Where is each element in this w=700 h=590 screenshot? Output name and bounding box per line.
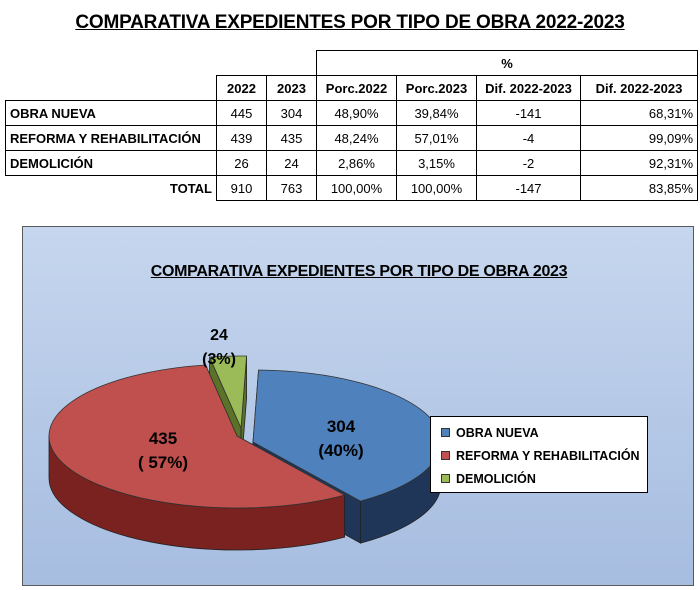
cell-porc-2023: 57,01% [396, 125, 477, 151]
legend-swatch [441, 451, 450, 460]
cell-2022: 439 [216, 125, 267, 151]
table-row: OBRA NUEVA 445 304 48,90% 39,84% -141 68… [5, 100, 698, 126]
cell-porc-2022: 48,24% [316, 125, 397, 151]
slice-percent-label: ( 57%) [138, 453, 188, 472]
cell-2023: 304 [266, 100, 317, 126]
slice-percent-label: (3%) [202, 351, 236, 368]
cell-2023: 24 [266, 150, 317, 176]
legend-item: OBRA NUEVA [441, 421, 647, 444]
legend-item: DEMOLICIÓN [441, 467, 647, 490]
legend-item: REFORMA Y REHABILITACIÓN [441, 444, 647, 467]
col-header-dif-pct: Dif. 2022-2023 [580, 75, 698, 101]
pie-slice [48, 364, 346, 509]
pie-slice [208, 355, 248, 429]
table-header-row: 2022 2023 Porc.2022 Porc.2023 Dif. 2022-… [5, 75, 698, 101]
total-porc-2023: 100,00% [396, 175, 477, 201]
row-label: OBRA NUEVA [5, 100, 217, 126]
total-2023: 763 [266, 175, 317, 201]
page-title: COMPARATIVA EXPEDIENTES POR TIPO DE OBRA… [75, 12, 625, 33]
cell-2022: 26 [216, 150, 267, 176]
cell-dif: -2 [476, 150, 581, 176]
total-dif-pct: 83,85% [580, 175, 698, 201]
table-row: DEMOLICIÓN 26 24 2,86% 3,15% -2 92,31% [5, 150, 698, 176]
pie-chart-plot: 304 (40%) 435 ( 57%) 24 (3%) [48, 327, 442, 551]
cell-porc-2022: 48,90% [316, 100, 397, 126]
cell-porc-2022: 2,86% [316, 150, 397, 176]
table-total-row: TOTAL 910 763 100,00% 100,00% -147 83,85… [5, 175, 698, 201]
row-label: DEMOLICIÓN [5, 150, 217, 176]
col-header-porc-2023: Porc.2023 [396, 75, 477, 101]
cell-dif: -141 [476, 100, 581, 126]
legend-label: DEMOLICIÓN [456, 471, 536, 486]
row-label: REFORMA Y REHABILITACIÓN [5, 125, 217, 151]
legend-label: OBRA NUEVA [456, 425, 539, 440]
percent-group-header: % [316, 50, 698, 76]
total-2022: 910 [216, 175, 267, 201]
cell-porc-2023: 39,84% [396, 100, 477, 126]
pie-chart: COMPARATIVA EXPEDIENTES POR TIPO DE OBRA… [22, 226, 694, 586]
col-header-2022: 2022 [216, 75, 267, 101]
cell-dif-pct: 68,31% [580, 100, 698, 126]
slice-value-label: 435 [149, 429, 177, 448]
col-header-2023: 2023 [266, 75, 317, 101]
slice-value-label: 304 [327, 417, 356, 436]
legend-label: REFORMA Y REHABILITACIÓN [456, 448, 640, 463]
total-dif: -147 [476, 175, 581, 201]
table-row: REFORMA Y REHABILITACIÓN 439 435 48,24% … [5, 125, 698, 151]
table-group-header-row: % [6, 50, 698, 76]
cell-2023: 435 [266, 125, 317, 151]
col-header-dif: Dif. 2022-2023 [476, 75, 581, 101]
data-table: % 2022 2023 Porc.2022 Porc.2023 Dif. 202… [5, 50, 698, 201]
cell-2022: 445 [216, 100, 267, 126]
total-label: TOTAL [5, 175, 217, 201]
legend-swatch [441, 474, 450, 483]
chart-title: COMPARATIVA EXPEDIENTES POR TIPO DE OBRA… [150, 263, 568, 280]
cell-dif-pct: 99,09% [580, 125, 698, 151]
legend-swatch [441, 428, 450, 437]
slice-percent-label: (40%) [318, 441, 363, 460]
total-porc-2022: 100,00% [316, 175, 397, 201]
col-header-porc-2022: Porc.2022 [316, 75, 397, 101]
cell-porc-2023: 3,15% [396, 150, 477, 176]
cell-dif: -4 [476, 125, 581, 151]
cell-dif-pct: 92,31% [580, 150, 698, 176]
slice-value-label: 24 [210, 327, 228, 344]
chart-legend: OBRA NUEVA REFORMA Y REHABILITACIÓN DEMO… [430, 416, 648, 493]
